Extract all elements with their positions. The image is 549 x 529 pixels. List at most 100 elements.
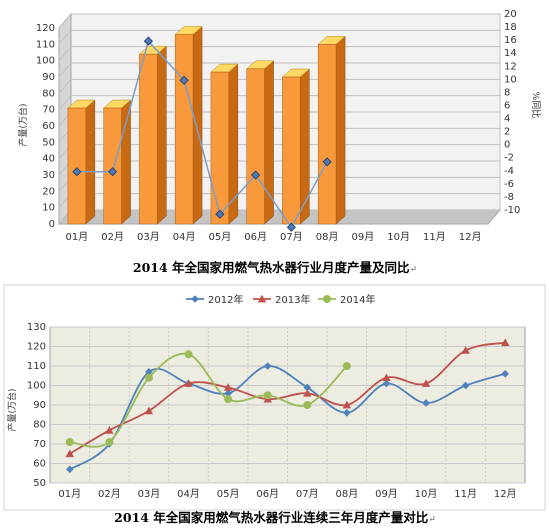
three-year-comparison-chart: 2012年 2013年 2014年 50 60 70 80 90 100 110 120 130 0… bbox=[3, 284, 546, 525]
chart2-plot-area bbox=[49, 326, 526, 484]
chart1-x-tick: 10月 bbox=[387, 231, 410, 243]
chart1-yoy-marker bbox=[286, 222, 296, 232]
chart1-yoy-line bbox=[72, 36, 332, 232]
chart1-y2-tick: 6 bbox=[504, 100, 510, 111]
chart1-bar bbox=[246, 68, 265, 225]
chart2-series-marker-0 bbox=[224, 389, 232, 398]
chart2-series-marker-1 bbox=[223, 383, 233, 391]
chart1-bar bbox=[103, 107, 122, 225]
chart2-x-tick: 01月 bbox=[58, 488, 81, 500]
chart1-x-tick: 02月 bbox=[101, 231, 124, 243]
chart1-y-tick: 10 bbox=[42, 203, 55, 214]
chart2-legend-marker-1 bbox=[257, 294, 267, 303]
chart1-y2-tick: 14 bbox=[504, 48, 517, 59]
chart1-gridline-side bbox=[58, 95, 72, 110]
chart2-series-marker-1 bbox=[342, 400, 352, 409]
chart1-gridline-side bbox=[58, 46, 72, 61]
chart1-yoy-marker bbox=[72, 167, 82, 177]
chart2-y-tick: 120 bbox=[27, 342, 46, 353]
chart1-bar-side bbox=[335, 35, 346, 225]
chart1-x-tick: 05月 bbox=[209, 231, 232, 243]
chart1-bar-side bbox=[300, 68, 310, 225]
chart2-x-tick: 08月 bbox=[336, 488, 359, 500]
chart2-y-axis-ticks: 50 60 70 80 90 100 110 120 130 bbox=[27, 322, 46, 489]
chart1-y-tick: 40 bbox=[42, 154, 55, 165]
chart1-y-tick: 120 bbox=[36, 23, 55, 34]
chart2-series-marker-2 bbox=[105, 438, 114, 447]
chart1-y2-tick: -2 bbox=[504, 153, 514, 164]
chart2-series-marker-2 bbox=[184, 350, 193, 359]
chart2-y-tick: 100 bbox=[27, 381, 46, 392]
chart1-yoy-marker bbox=[215, 209, 225, 219]
chart2-series-marker-2 bbox=[224, 395, 233, 404]
chart2-x-tick: 12月 bbox=[494, 488, 517, 500]
chart1-x-axis-ticks: 01月 02月 03月 04月 05月 06月 07月 08月 09月 10月 11月 12月 bbox=[66, 231, 482, 243]
chart1-y-tick: 110 bbox=[36, 39, 55, 50]
chart1-y2-tick: 4 bbox=[504, 114, 510, 125]
chart1-y2-tick: 0 bbox=[504, 140, 510, 151]
chart1-caption: 2014 年全国家用燃气热水器行业月度产量及同比↵ bbox=[133, 260, 417, 275]
chart2-series-marker-1 bbox=[105, 426, 114, 434]
chart2-caption-mark: ↵ bbox=[428, 515, 436, 525]
chart2-x-tick: 03月 bbox=[138, 488, 161, 500]
chart2-y-tick: 50 bbox=[33, 478, 46, 489]
chart1-yoy-marker bbox=[322, 157, 332, 167]
chart1-y2-tick: 8 bbox=[504, 87, 510, 98]
chart1-y2-tick: 18 bbox=[504, 22, 517, 33]
chart2-x-tick: 04月 bbox=[177, 488, 200, 500]
chart1-x-tick: 09月 bbox=[352, 231, 375, 243]
chart2-series-marker-1 bbox=[501, 338, 510, 346]
chart1-y2-tick: -8 bbox=[504, 192, 514, 203]
chart1-yoy-marker bbox=[179, 75, 189, 85]
chart2-series-marker-1 bbox=[421, 379, 431, 387]
chart1-bar bbox=[174, 34, 194, 225]
chart1-x-tick: 01月 bbox=[66, 231, 89, 243]
chart1-bar bbox=[210, 71, 230, 225]
chart2-series-marker-1 bbox=[303, 389, 312, 397]
chart2-y-tick: 70 bbox=[33, 439, 46, 450]
chart2-caption-text: 2014 年全国家用燃气热水器行业连续三年月度产量对比 bbox=[114, 510, 429, 525]
chart1-yoy-marker bbox=[251, 170, 261, 180]
chart1-bar bbox=[139, 53, 158, 225]
chart2-series-marker-0 bbox=[422, 399, 430, 407]
chart2-x-tick: 11月 bbox=[454, 488, 477, 500]
chart2-y-axis-label: 产量(万台) bbox=[6, 388, 18, 431]
chart2-series-marker-0 bbox=[303, 383, 312, 392]
chart1-y-tick: 0 bbox=[49, 219, 55, 230]
chart1-x-tick: 12月 bbox=[459, 231, 482, 243]
chart2-y-tick: 60 bbox=[33, 459, 46, 470]
chart1-caption-text: 2014 年全国家用燃气热水器行业月度产量及同比 bbox=[133, 260, 410, 275]
chart2-series-marker-0 bbox=[343, 409, 351, 417]
chart1-y2-tick: 20 bbox=[504, 9, 517, 20]
chart2-legend-label-1: 2013年 bbox=[275, 293, 310, 306]
chart1-x-tick: 06月 bbox=[244, 231, 267, 243]
chart1-y2-axis-label: %同比 bbox=[530, 92, 542, 119]
chart1-y-tick: 50 bbox=[42, 137, 55, 148]
chart2-legend-marker-2 bbox=[323, 295, 331, 303]
chart2-y-tick: 110 bbox=[27, 361, 46, 372]
chart1-y2-tick: -4 bbox=[504, 166, 514, 177]
chart2-y-tick: 90 bbox=[33, 400, 46, 411]
chart1-bar-side bbox=[121, 99, 131, 225]
chart2-series-marker-1 bbox=[382, 373, 391, 382]
chart2-series-marker-1 bbox=[65, 449, 74, 458]
chart1-y-axis-ticks: 0 10 20 30 40 50 60 70 80 90 100 110 120 bbox=[36, 23, 55, 230]
chart2-series-marker-2 bbox=[303, 401, 312, 409]
chart1-y-tick: 30 bbox=[42, 170, 55, 181]
chart2-series-marker-0 bbox=[145, 368, 153, 376]
chart2-x-axis-ticks: 01月 02月 03月 04月 05月 06月 07月 08月 09月 10月 11月 12月 bbox=[58, 488, 516, 500]
chart1-y-tick: 100 bbox=[36, 56, 55, 67]
chart1-y-tick: 90 bbox=[42, 72, 55, 83]
chart1-bar bbox=[282, 76, 301, 225]
chart1-y2-tick: -10 bbox=[504, 205, 520, 216]
chart2-series-line-2 bbox=[69, 352, 348, 448]
chart1-y-tick: 60 bbox=[42, 121, 55, 132]
chart1-yoy-marker bbox=[143, 36, 153, 46]
chart2-x-tick: 05月 bbox=[217, 488, 240, 500]
chart2-series-marker-0 bbox=[65, 465, 74, 474]
chart1-y2-tick: 12 bbox=[504, 61, 517, 72]
chart2-legend: 2012年 2013年 2014年 bbox=[186, 293, 375, 306]
chart1-y-axis-label: 产量(万台) bbox=[17, 103, 29, 146]
